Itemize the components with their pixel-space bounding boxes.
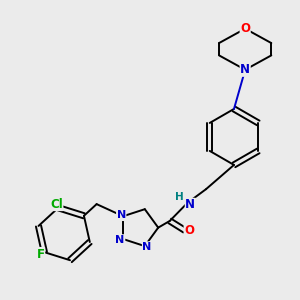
Text: Cl: Cl xyxy=(50,197,63,211)
Text: F: F xyxy=(37,248,45,260)
Text: H: H xyxy=(175,192,184,203)
Text: N: N xyxy=(240,63,250,76)
Text: N: N xyxy=(116,235,125,245)
Text: N: N xyxy=(185,198,195,212)
Text: O: O xyxy=(240,22,250,35)
Text: N: N xyxy=(117,211,126,220)
Text: N: N xyxy=(142,242,152,252)
Text: O: O xyxy=(184,224,194,237)
